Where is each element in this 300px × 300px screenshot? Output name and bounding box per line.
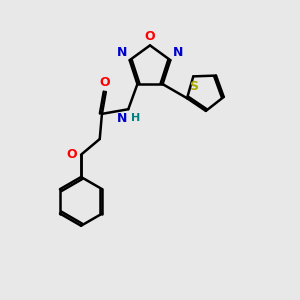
Text: O: O [67,148,77,161]
Text: N: N [117,46,127,59]
Text: N: N [173,46,183,59]
Text: N: N [116,112,127,124]
Text: O: O [145,30,155,43]
Text: H: H [131,113,140,123]
Text: S: S [189,80,198,93]
Text: O: O [99,76,110,89]
